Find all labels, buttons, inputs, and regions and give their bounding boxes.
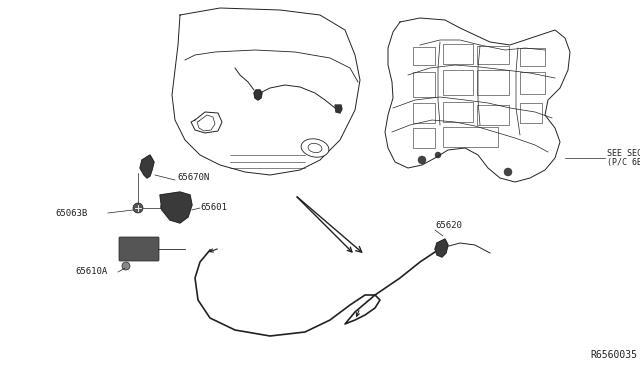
Circle shape	[418, 156, 426, 164]
Bar	[413, 47, 435, 65]
Bar	[443, 127, 498, 147]
Bar	[443, 44, 473, 64]
Bar	[443, 70, 473, 95]
Bar	[477, 105, 509, 125]
Bar	[520, 72, 545, 94]
Circle shape	[504, 168, 512, 176]
Polygon shape	[254, 90, 262, 100]
Text: 65620: 65620	[435, 221, 462, 231]
Text: (P/C 6B101): (P/C 6B101)	[607, 158, 640, 167]
Bar	[477, 46, 509, 64]
Polygon shape	[335, 105, 342, 113]
Bar	[520, 48, 545, 66]
Text: 65063B: 65063B	[55, 208, 87, 218]
Text: R6560035: R6560035	[590, 350, 637, 360]
Bar	[413, 103, 435, 123]
Ellipse shape	[301, 139, 329, 157]
Bar	[413, 128, 435, 148]
FancyBboxPatch shape	[119, 237, 159, 261]
Bar	[520, 103, 542, 123]
Bar	[413, 72, 435, 97]
Bar	[168, 203, 182, 213]
Text: 65610A: 65610A	[75, 267, 108, 276]
Ellipse shape	[308, 143, 322, 153]
Polygon shape	[191, 112, 222, 133]
Circle shape	[133, 203, 143, 213]
Circle shape	[161, 203, 168, 211]
Circle shape	[435, 152, 441, 158]
Text: 65601: 65601	[200, 203, 227, 212]
Polygon shape	[435, 239, 448, 257]
Text: SEE SEC.6B0: SEE SEC.6B0	[607, 150, 640, 158]
Polygon shape	[160, 192, 192, 223]
Polygon shape	[140, 155, 154, 178]
Bar	[443, 102, 473, 122]
Text: 65670N: 65670N	[177, 173, 209, 183]
Circle shape	[122, 262, 130, 270]
Bar	[477, 70, 509, 95]
